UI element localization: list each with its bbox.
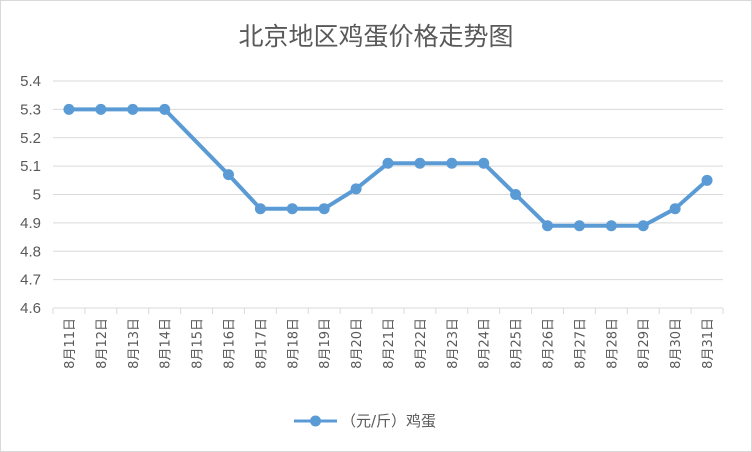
data-point xyxy=(222,169,234,181)
x-tick-label: 8月12日 xyxy=(95,318,110,369)
y-tick-label: 5.1 xyxy=(20,158,41,175)
x-tick-label: 8月27日 xyxy=(573,318,588,369)
x-tick-label: 8月28日 xyxy=(605,318,620,369)
x-tick-label: 8月15日 xyxy=(191,318,206,369)
data-point xyxy=(159,103,171,115)
data-point xyxy=(542,220,554,232)
x-tick-label: 8月14日 xyxy=(159,318,174,369)
x-tick-label: 8月22日 xyxy=(414,318,429,369)
data-point xyxy=(478,157,490,169)
data-point xyxy=(669,203,681,215)
data-point xyxy=(414,157,426,169)
y-axis-ticks: 4.6 4.7 4.8 4.9 5 5.1 5.2 5.3 5.4 xyxy=(20,73,41,317)
data-point xyxy=(95,103,107,115)
series-line-group xyxy=(63,103,713,232)
x-tick-label: 8月25日 xyxy=(510,318,525,369)
legend-marker-swatch xyxy=(310,415,321,427)
data-point xyxy=(63,103,75,115)
x-tick-label: 8月16日 xyxy=(222,318,237,369)
gridlines xyxy=(52,80,724,314)
x-axis-ticks: 8月11日 8月12日 8月13日 8月14日 8月15日 8月16日 8月17日 8月18日… xyxy=(63,318,716,369)
data-point xyxy=(510,189,522,200)
x-tick-label: 8月17日 xyxy=(254,318,269,369)
data-point xyxy=(318,203,330,215)
x-tick-label: 8月26日 xyxy=(542,318,557,369)
data-point xyxy=(382,157,394,169)
x-tick-label: 8月13日 xyxy=(127,318,142,369)
x-tick-label: 8月21日 xyxy=(382,318,397,369)
data-point xyxy=(286,203,298,215)
x-tick-label: 8月23日 xyxy=(446,318,461,369)
x-tick-label: 8月11日 xyxy=(63,318,78,369)
x-tick-label: 8月20日 xyxy=(350,318,365,369)
x-tick-label: 8月30日 xyxy=(669,318,684,369)
y-tick-label: 5.4 xyxy=(20,73,41,90)
data-point xyxy=(701,174,713,186)
y-tick-label: 4.9 xyxy=(20,215,41,232)
x-tick-label: 8月24日 xyxy=(478,318,493,369)
data-point xyxy=(127,103,139,115)
legend: （元/斤）鸡蛋 xyxy=(294,412,436,430)
data-point xyxy=(254,203,266,215)
x-tick-label: 8月31日 xyxy=(701,318,716,369)
y-tick-label: 5.3 xyxy=(20,101,41,118)
y-tick-label: 4.7 xyxy=(20,272,41,289)
y-tick-label: 5.2 xyxy=(20,130,41,147)
y-tick-label: 4.6 xyxy=(20,300,41,317)
chart-title: 北京地区鸡蛋价格走势图 xyxy=(238,22,513,51)
y-tick-label: 5 xyxy=(33,187,41,204)
data-point xyxy=(573,220,585,232)
data-point xyxy=(637,220,649,232)
data-point xyxy=(605,220,617,232)
x-tick-label: 8月29日 xyxy=(637,318,652,369)
data-point xyxy=(350,183,362,195)
legend-label: （元/斤）鸡蛋 xyxy=(341,412,436,430)
data-point xyxy=(446,157,458,169)
x-tick-label: 8月18日 xyxy=(286,318,301,369)
y-tick-label: 4.8 xyxy=(20,243,41,260)
x-tick-label: 8月19日 xyxy=(318,318,333,369)
